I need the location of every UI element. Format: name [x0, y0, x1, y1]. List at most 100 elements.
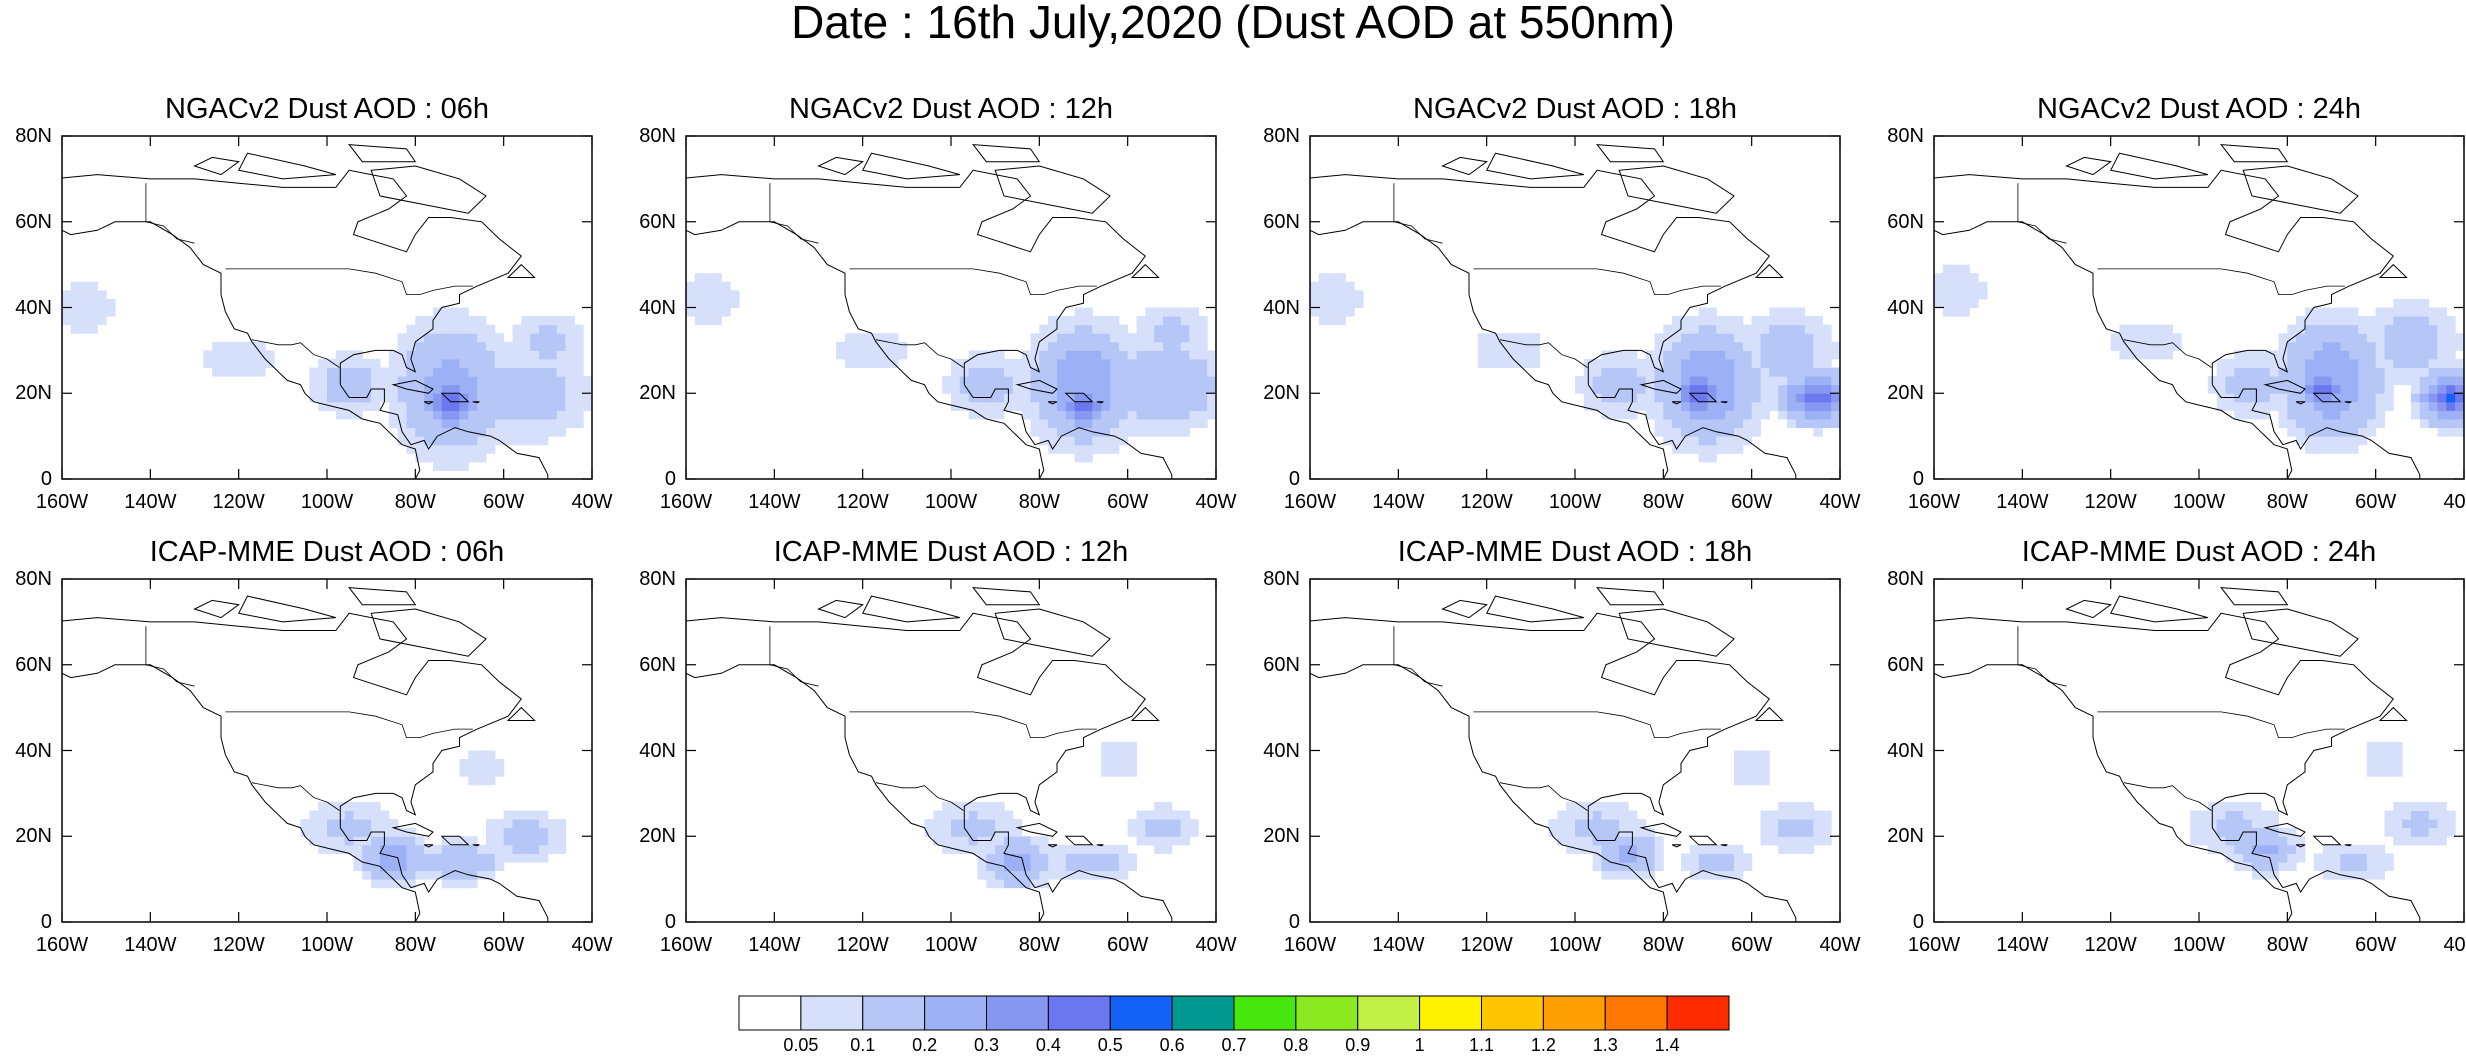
aod-cell	[2322, 341, 2332, 351]
aod-cell	[2234, 358, 2244, 369]
lat-tick-label: 80N	[15, 125, 52, 147]
aod-cell	[2305, 427, 2315, 437]
aod-cell	[380, 376, 390, 386]
island-outline	[817, 156, 864, 176]
lon-tick-label: 160W	[659, 934, 713, 956]
aod-cell	[1698, 358, 1708, 369]
lat-tick-label: 0	[664, 911, 676, 933]
aod-cell	[1318, 273, 1329, 283]
aod-cell	[450, 861, 460, 872]
aod-cell	[2190, 827, 2200, 837]
aod-cell	[406, 376, 416, 386]
aod-cell	[686, 307, 696, 317]
aod-cell	[1065, 418, 1076, 429]
aod-cell	[424, 324, 434, 334]
aod-cell	[1092, 410, 1102, 420]
aod-cell	[1610, 384, 1620, 394]
aod-cell	[845, 358, 855, 369]
aod-cell	[1960, 290, 1970, 300]
aod-cell	[477, 341, 487, 351]
aod-cell	[1787, 367, 1797, 377]
aod-cell	[1636, 827, 1647, 837]
aod-cell	[1074, 444, 1084, 454]
aod-cell	[1004, 401, 1014, 411]
aod-cell	[1048, 427, 1058, 437]
aod-cell	[1074, 853, 1084, 863]
aod-cell	[1110, 393, 1120, 403]
aod-cell	[1610, 350, 1620, 360]
aod-cell	[1822, 819, 1832, 829]
aod-cell	[1110, 870, 1120, 880]
aod-cell	[836, 350, 846, 360]
aod-cell	[2199, 836, 2209, 846]
aod-cell	[2366, 861, 2377, 872]
aod-cell	[1110, 759, 1120, 769]
aod-cell	[2252, 401, 2262, 411]
aod-cell	[1725, 427, 1735, 437]
aod-cell	[1725, 444, 1735, 454]
aod-cell	[1074, 350, 1084, 360]
aod-cell	[1189, 384, 1199, 394]
aod-cell	[433, 844, 443, 854]
aod-cell	[2419, 341, 2430, 351]
aod-cell	[2375, 418, 2385, 429]
aod-cell	[986, 401, 996, 411]
aod-cell	[1769, 333, 1779, 343]
aod-cell	[986, 827, 996, 837]
aod-cell	[1663, 341, 1673, 351]
aod-cell	[1092, 316, 1102, 326]
aod-cell	[539, 836, 549, 846]
aod-cell	[1742, 861, 1753, 872]
aod-cell	[477, 324, 487, 334]
aod-cell	[512, 393, 522, 403]
aod-cell	[539, 341, 549, 351]
aod-cell	[335, 401, 346, 411]
aod-cell	[1672, 418, 1682, 429]
aod-cell	[986, 410, 996, 420]
aod-cell	[1689, 384, 1700, 394]
aod-cell	[2455, 384, 2464, 394]
aod-cell	[2349, 853, 2359, 863]
aod-cell	[1557, 827, 1567, 837]
aod-cell	[1327, 281, 1337, 291]
aod-cell	[2349, 861, 2359, 872]
aod-cell	[2137, 350, 2147, 360]
aod-cell	[1804, 384, 1814, 394]
island-outline	[370, 608, 487, 657]
aod-cell	[1110, 444, 1120, 454]
aod-cell	[547, 350, 558, 360]
aod-cell	[986, 879, 996, 889]
aod-cell	[2455, 333, 2464, 343]
aod-cell	[2260, 844, 2271, 854]
island-outline	[472, 401, 480, 404]
aod-cell	[371, 861, 381, 872]
aod-cell	[1681, 333, 1691, 343]
aod-cell	[574, 358, 584, 369]
aod-cell	[1769, 341, 1779, 351]
aod-cell	[694, 281, 705, 291]
aod-cell	[2154, 324, 2165, 334]
aod-cell	[1734, 844, 1744, 854]
aod-cell	[1163, 376, 1173, 386]
aod-cell	[574, 401, 584, 411]
aod-cell	[1822, 836, 1832, 846]
aod-cell	[1101, 861, 1111, 872]
aod-cell	[2331, 401, 2341, 411]
lon-tick-label: 120W	[1460, 934, 1513, 956]
aod-cell	[1057, 367, 1067, 377]
aod-cell	[1048, 853, 1058, 863]
aod-cell	[2340, 427, 2350, 437]
lat-tick-label: 20N	[1263, 382, 1300, 405]
aod-cell	[1048, 870, 1058, 880]
aod-cell	[2225, 827, 2235, 837]
aod-cell	[1057, 410, 1067, 420]
aod-cell	[1012, 819, 1023, 829]
aod-cell	[694, 298, 705, 308]
aod-cell	[1065, 444, 1076, 454]
island-outline	[1618, 165, 1735, 214]
aod-cell	[2296, 376, 2306, 386]
border-line	[225, 268, 473, 296]
aod-cell	[2216, 827, 2226, 837]
aod-cell	[1065, 324, 1076, 334]
aod-cell	[1698, 384, 1708, 394]
